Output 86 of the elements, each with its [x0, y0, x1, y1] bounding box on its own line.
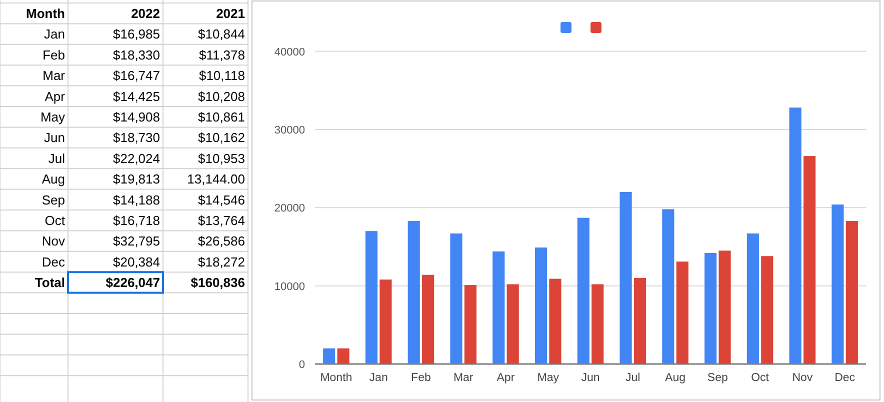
text: $18,272: [198, 254, 245, 270]
bar: [549, 278, 562, 364]
x-tick-label: Nov: [792, 372, 813, 384]
text: $10,208: [198, 88, 245, 104]
text: $10,162: [198, 130, 245, 146]
bar: [422, 274, 434, 364]
bar: [450, 233, 462, 364]
text: Jun: [44, 130, 65, 146]
text: Nov: [42, 234, 66, 249]
text: $226,047: [106, 275, 160, 290]
bar: [746, 233, 759, 364]
bar: [803, 156, 816, 364]
y-tick-label: 0: [298, 359, 305, 371]
text: $16,747: [113, 68, 160, 84]
text: Month: [26, 6, 66, 21]
x-tick-label: Aug: [665, 372, 686, 384]
bar: [534, 248, 548, 364]
text: $14,908: [113, 110, 160, 124]
text: $14,188: [113, 192, 160, 208]
x-tick-label: Month: [320, 372, 352, 384]
x-tick-label: Jun: [581, 372, 600, 384]
text: Jan: [44, 26, 65, 42]
x-tick-label: Apr: [496, 372, 515, 384]
y-tick-label: 20000: [274, 202, 305, 215]
x-tick-label: Jan: [369, 372, 388, 384]
y-tick-label: 10000: [274, 280, 305, 293]
text: Feb: [42, 47, 65, 62]
bar: [365, 231, 378, 364]
bar: [408, 220, 420, 364]
text: 13,144.00: [187, 172, 245, 187]
bar: [761, 256, 774, 364]
text: $22,024: [113, 150, 160, 166]
text: $160,836: [190, 275, 245, 290]
x-tick-label: Sep: [707, 372, 728, 384]
bar: [718, 250, 731, 364]
bar: [620, 192, 632, 364]
bar: [662, 209, 674, 364]
text: $10,118: [198, 68, 245, 84]
x-tick-label: Dec: [834, 372, 856, 384]
text: $18,730: [113, 130, 160, 146]
bar: [337, 348, 350, 364]
text: $14,546: [198, 192, 245, 208]
bar: [789, 108, 802, 364]
text: $13,764: [198, 213, 245, 228]
text: 2021: [216, 6, 245, 21]
text: $11,378: [198, 47, 245, 62]
text: $10,953: [198, 150, 245, 166]
bar: [634, 278, 646, 364]
text: $26,586: [198, 234, 245, 249]
bar: [492, 251, 505, 364]
bar: [832, 204, 844, 364]
bar: [323, 348, 336, 364]
text: $14,425: [113, 88, 160, 104]
x-tick-label: Jul: [626, 372, 640, 384]
text: $16,985: [113, 26, 160, 42]
x-tick-label: May: [537, 372, 560, 384]
text: $10,844: [198, 26, 245, 42]
x-tick-label: Oct: [751, 372, 770, 384]
bar: [380, 280, 392, 364]
y-tick-label: 30000: [274, 124, 305, 136]
bar: [846, 220, 858, 364]
text: $32,795: [113, 234, 160, 249]
text: Sep: [42, 192, 65, 208]
bar: [676, 262, 688, 364]
bar: [704, 252, 717, 364]
text: Apr: [44, 88, 66, 104]
bar: [592, 284, 604, 364]
text: $20,384: [113, 254, 160, 270]
text: $10,861: [198, 110, 245, 124]
x-tick-label: Mar: [453, 372, 474, 384]
bar: [577, 218, 590, 364]
text: Jul: [48, 150, 66, 166]
text: Aug: [42, 172, 65, 187]
text: Oct: [44, 213, 66, 228]
text: Mar: [42, 68, 66, 84]
text: Dec: [42, 254, 66, 270]
bar: [464, 285, 476, 364]
text: $16,718: [113, 213, 160, 228]
text: $18,330: [113, 47, 160, 62]
y-tick-label: 40000: [274, 46, 305, 58]
text: $19,813: [113, 172, 160, 187]
text: May: [40, 110, 66, 124]
x-tick-label: Feb: [411, 372, 431, 384]
text: Total: [34, 275, 65, 290]
text: 2022: [131, 6, 160, 21]
bar: [506, 284, 519, 364]
